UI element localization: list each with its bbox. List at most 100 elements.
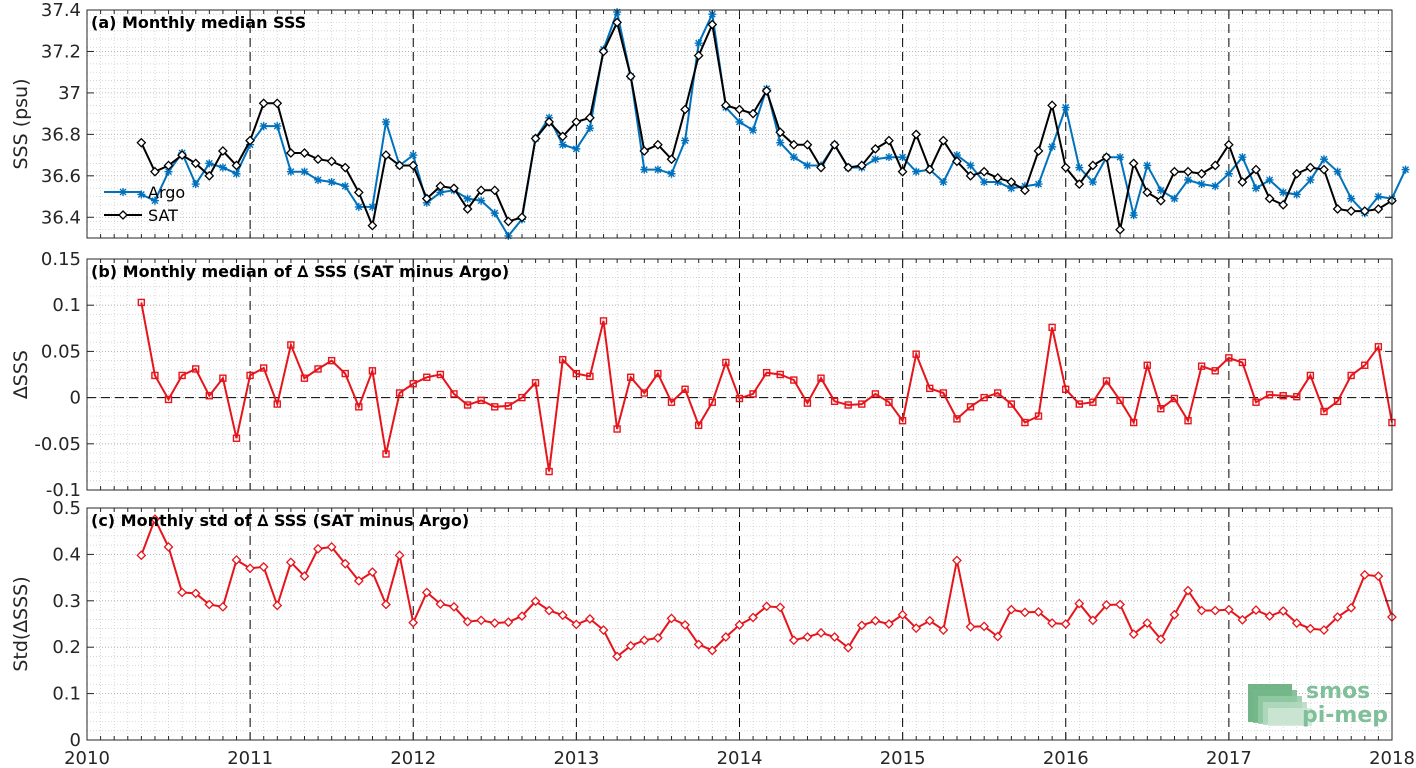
data-point [734,620,745,630]
data-point [599,317,608,325]
data-point [979,166,990,177]
data-point [1264,611,1275,622]
data-point [285,557,296,568]
data-point [912,350,920,358]
logo-line-1: smos [1306,679,1370,704]
data-point [1238,358,1247,367]
data-point [1075,400,1083,408]
data-point [640,389,648,397]
data-point [1373,204,1384,214]
data-point [992,172,1003,183]
data-point [394,160,405,171]
data-point [856,160,867,171]
data-point [258,562,269,572]
data-point [409,380,417,388]
data-point [870,143,881,154]
data-point [1047,100,1058,111]
data-point [1319,155,1328,164]
data-point [313,154,323,165]
data-point [639,635,650,646]
data-point [1128,158,1139,169]
y-axis-label: ∆SSS [10,350,32,400]
data-point [965,170,976,181]
legend-marker [118,210,128,220]
data-point [1224,169,1233,178]
data-point [1251,164,1261,175]
data-point [761,601,772,612]
data-point [503,216,514,227]
data-point [421,193,432,204]
data-point [423,373,431,381]
data-point [1102,377,1111,385]
data-point [191,365,200,373]
data-point [871,155,880,164]
data-point [217,146,228,156]
data-point [1196,168,1207,179]
data-point [341,369,349,378]
data-point [408,160,419,171]
data-point [326,156,337,167]
data-point [1074,598,1085,609]
data-point [245,135,255,146]
data-point [476,185,487,196]
data-point [748,612,758,623]
data-point [885,398,893,406]
data-point [911,623,922,634]
logo-mark [1268,708,1312,726]
data-point [1319,625,1329,635]
data-point [204,170,215,181]
data-point [858,400,866,408]
data-point [1278,199,1289,210]
data-point [395,389,404,397]
data-point [367,567,378,577]
data-point [231,555,242,565]
data-point [953,415,961,423]
data-point [612,17,623,28]
data-point [1332,612,1343,622]
series-line [140,302,1393,472]
data-point [286,167,295,176]
data-point [912,167,921,176]
data-point [652,139,663,150]
data-point [477,396,485,405]
data-point [544,117,555,127]
data-point [436,370,445,379]
data-point [299,571,310,582]
data-point [829,632,840,642]
y-tick-label: 0.5 [52,498,81,519]
data-point [1007,184,1016,193]
x-tick-label: 2018 [1369,748,1415,768]
x-tick-label: 2010 [64,748,110,768]
data-point [217,601,228,612]
data-point [966,161,975,170]
data-point [1211,182,1220,191]
data-point [735,117,744,126]
data-point [1184,175,1193,184]
data-point [830,397,839,405]
data-point [694,421,703,430]
data-point [1346,206,1357,216]
data-point [884,619,894,629]
data-point [517,611,527,622]
data-point [408,617,419,628]
data-point [381,150,391,161]
data-point [1223,604,1234,615]
data-point [463,194,472,203]
data-point [966,403,975,411]
series-delta-sss [136,514,1397,662]
data-point [802,139,813,150]
data-point [776,370,784,379]
data-point [205,159,214,168]
data-point [1401,165,1410,174]
data-point [843,642,854,653]
data-point [926,384,934,393]
data-point [163,160,174,171]
data-point [449,601,459,612]
data-point [884,135,894,146]
data-point [938,135,949,146]
y-tick-label: 0 [70,730,81,751]
data-point [1143,161,1152,170]
data-point [1374,192,1383,201]
data-point [149,514,160,525]
